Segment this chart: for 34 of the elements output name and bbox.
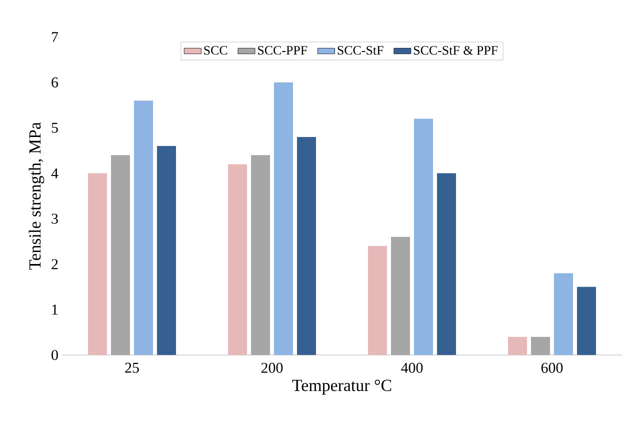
x-tick-label: 400 — [401, 362, 423, 373]
y-tick-label: 1 — [52, 304, 58, 315]
legend-label: SCC-PPF — [258, 46, 308, 55]
bar — [437, 173, 456, 355]
y-tick-label: 2 — [52, 259, 58, 270]
bar — [297, 136, 316, 355]
bar — [391, 236, 410, 355]
x-tick-label: 600 — [541, 362, 563, 373]
bar — [251, 155, 270, 355]
y-axis-title: Tensile strength, MPa — [28, 122, 44, 270]
y-tick-label: 7 — [52, 32, 58, 42]
legend-label: SCC — [204, 46, 228, 55]
bar — [134, 100, 153, 355]
x-tick-label: 25 — [125, 362, 139, 373]
bar — [554, 273, 574, 355]
y-tick-label: 4 — [51, 168, 58, 178]
y-tick-label: 6 — [52, 77, 58, 88]
bar — [157, 146, 176, 355]
bar — [414, 118, 434, 355]
x-tick-label: 200 — [261, 362, 283, 373]
bar — [531, 336, 550, 355]
bar — [577, 286, 596, 355]
bar — [111, 155, 130, 355]
bar — [508, 336, 528, 355]
bar — [368, 246, 388, 355]
legend-label: SCC-StF — [338, 46, 384, 55]
x-axis-title: Temperatur °C — [292, 380, 392, 395]
bar — [88, 173, 107, 355]
bar — [228, 164, 247, 355]
y-tick-label: 0 — [52, 350, 58, 360]
bar — [274, 82, 293, 355]
legend-label: SCC-StF & PPF — [414, 46, 498, 55]
y-tick-label: 3 — [52, 214, 58, 224]
y-tick-label: 5 — [52, 122, 58, 133]
